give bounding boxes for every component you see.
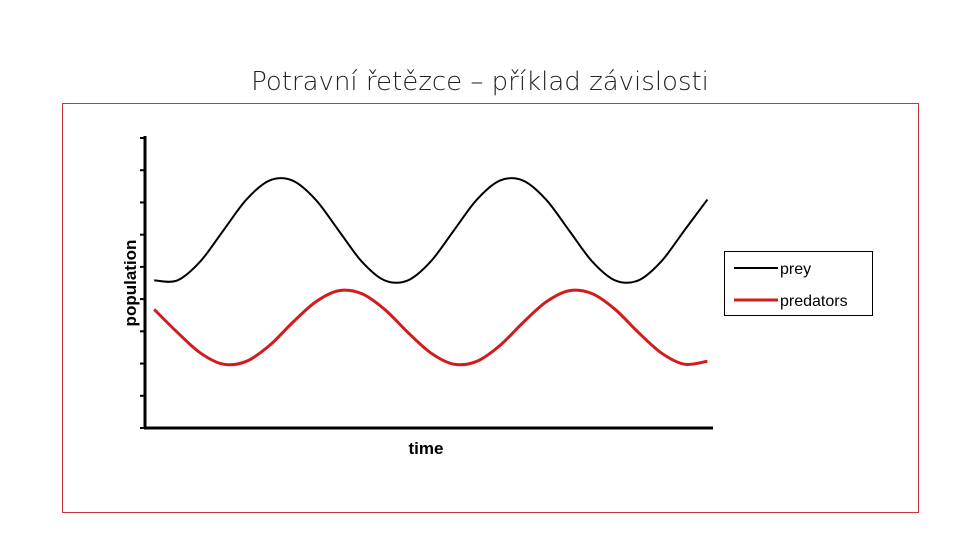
- legend-label: predators: [780, 293, 848, 310]
- legend-label: prey: [780, 261, 811, 278]
- series-line: [153, 288, 708, 367]
- legend: [724, 251, 873, 316]
- x-axis-label: time: [409, 439, 444, 458]
- chart: population time prey predators: [121, 136, 873, 458]
- frame: [62, 103, 919, 513]
- y-axis-label: population: [121, 240, 140, 327]
- series-line: [154, 177, 709, 284]
- slide-title: Potravní řetězce – příklad závislosti: [251, 67, 709, 97]
